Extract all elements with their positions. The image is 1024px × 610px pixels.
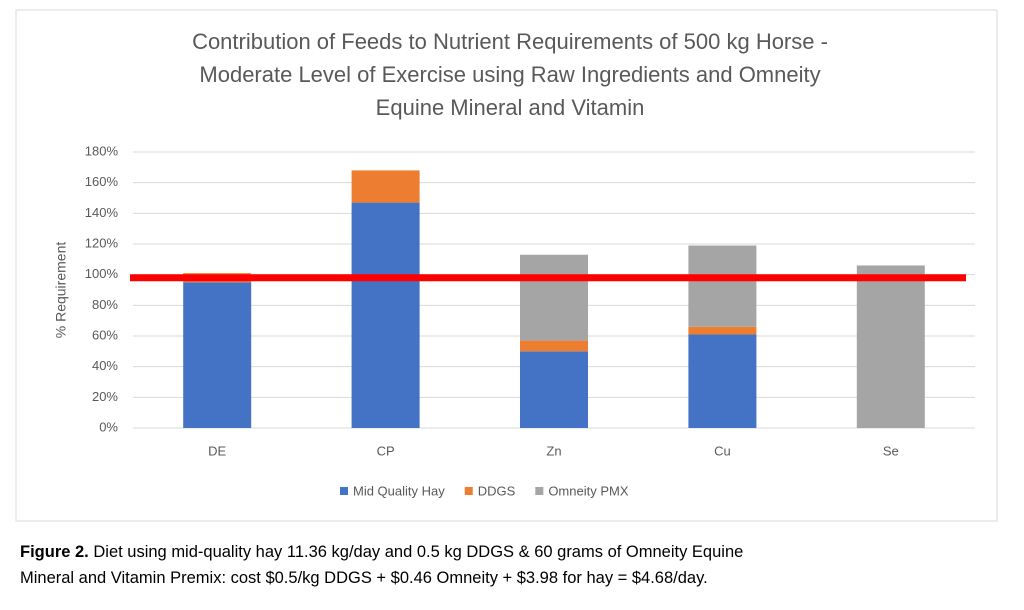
bar-segment (856, 265, 925, 428)
bar-segment (688, 334, 757, 428)
x-tick-label: Se (883, 443, 899, 458)
caption-line: Figure 2. Diet using mid-quality hay 11.… (20, 543, 743, 562)
legend-label: Mid Quality Hay (353, 483, 445, 498)
caption-text: Diet using mid-quality hay 11.36 kg/day … (93, 543, 744, 561)
bar-segment (351, 170, 420, 203)
y-tick-label: 100% (85, 266, 119, 281)
y-tick-label: 160% (85, 174, 119, 189)
chart-title: Moderate Level of Exercise using Raw Ing… (199, 62, 820, 87)
x-tick-label: DE (208, 443, 226, 458)
y-tick-label: 20% (92, 389, 118, 404)
caption-label: Figure 2. (20, 543, 89, 561)
bar-segment (688, 326, 757, 335)
bar-segment (183, 282, 252, 428)
legend-swatch (464, 487, 473, 495)
x-tick-label: CP (377, 443, 395, 458)
chart-title: Contribution of Feeds to Nutrient Requir… (192, 29, 828, 54)
caption-line: Mineral and Vitamin Premix: cost $0.5/kg… (20, 569, 708, 588)
legend-swatch (535, 487, 544, 495)
x-tick-label: Zn (546, 443, 561, 458)
bar-segment (520, 351, 588, 428)
y-tick-label: 80% (92, 297, 118, 312)
y-axis-label: % Requirement (53, 242, 69, 339)
legend-label: DDGS (478, 483, 516, 498)
bar-segment (351, 202, 420, 428)
y-tick-label: 0% (99, 419, 118, 434)
y-tick-label: 120% (85, 235, 119, 250)
y-tick-label: 140% (85, 205, 119, 220)
bar-segment (520, 254, 588, 341)
legend-label: Omneity PMX (548, 483, 629, 498)
caption-text: Mineral and Vitamin Premix: cost $0.5/kg… (20, 569, 708, 587)
y-tick-label: 60% (92, 327, 118, 342)
chart-border (15, 9, 998, 522)
y-tick-label: 40% (92, 358, 118, 373)
bar-segment (688, 245, 757, 327)
x-tick-label: Cu (714, 443, 731, 458)
legend-swatch (340, 487, 348, 495)
bar-segment (520, 340, 588, 352)
y-tick-label: 180% (85, 143, 119, 158)
chart: Contribution of Feeds to Nutrient Requir… (15, 9, 998, 522)
chart-title: Equine Mineral and Vitamin (376, 95, 645, 120)
